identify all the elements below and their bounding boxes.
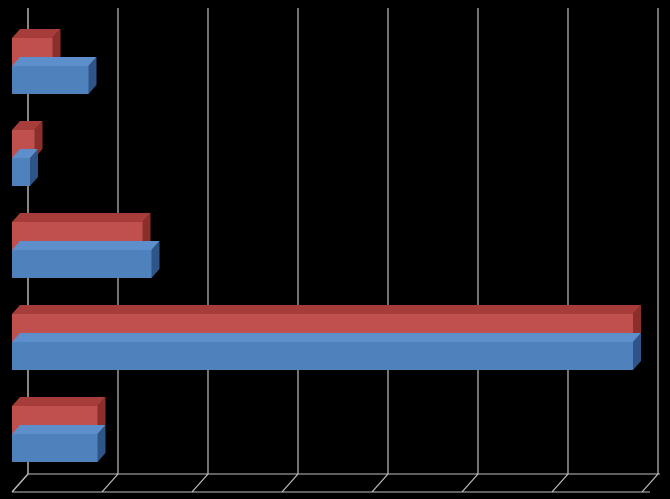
bar-front-face: [12, 158, 30, 186]
bar-top-face: [12, 57, 97, 66]
gridline-floor-tick: [551, 473, 569, 493]
bar-top-face: [12, 149, 38, 158]
bar-top-face: [12, 333, 641, 342]
bar-side-face: [34, 121, 43, 158]
bar-side-face: [151, 241, 160, 278]
bar-blue: [12, 425, 106, 462]
bar-side-face: [88, 57, 97, 94]
bar-top-face: [12, 213, 151, 222]
bar-side-face: [52, 29, 61, 66]
bar-blue: [12, 241, 160, 278]
gridline-floor-tick: [641, 473, 659, 493]
bar-side-face: [633, 333, 641, 370]
gridline-floor-tick: [461, 473, 479, 493]
gridline-floor-tick: [281, 473, 299, 493]
bar-top-face: [12, 29, 61, 38]
bar-side-face: [142, 213, 151, 250]
bar-side-face: [30, 149, 38, 186]
bar-blue: [12, 149, 38, 186]
bar-blue: [12, 333, 641, 370]
bar-top-face: [12, 397, 106, 406]
bar-top-face: [12, 305, 641, 314]
bar-top-face: [12, 121, 43, 130]
bar-side-face: [97, 425, 106, 462]
bar-top-face: [12, 425, 106, 434]
gridline-floor-tick: [101, 473, 119, 493]
bar-side-face: [633, 305, 641, 342]
bar-blue: [12, 57, 97, 94]
gridline-floor-tick: [191, 473, 209, 493]
bar-side-face: [97, 397, 106, 434]
axis-wall-floor-edge: [11, 473, 29, 493]
bar-front-face: [12, 342, 633, 370]
bars: [12, 29, 641, 462]
bar-front-face: [12, 250, 152, 278]
gridlines: [11, 8, 660, 493]
bar-front-face: [12, 434, 98, 462]
gridline-floor-tick: [371, 473, 389, 493]
bar-top-face: [12, 241, 160, 250]
bar-front-face: [12, 66, 89, 94]
